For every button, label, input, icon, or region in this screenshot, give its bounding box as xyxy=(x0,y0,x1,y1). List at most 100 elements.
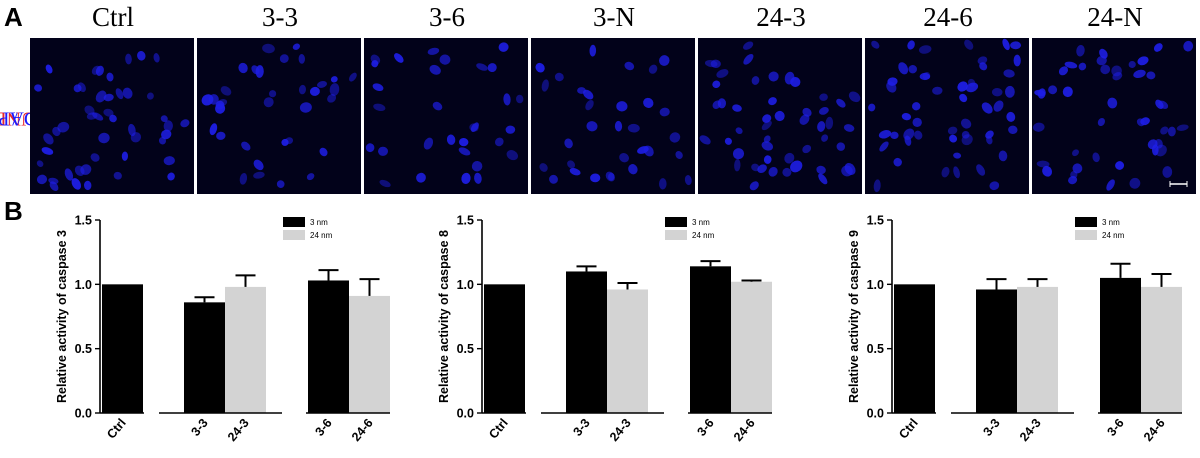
nucleus xyxy=(914,130,923,140)
nucleus xyxy=(36,174,48,185)
nucleus xyxy=(103,93,114,102)
nucleus xyxy=(768,71,779,82)
y-tick-label: 0.0 xyxy=(75,407,92,421)
nucleus xyxy=(446,134,456,145)
nucleus xyxy=(276,180,285,188)
nucleus xyxy=(1004,85,1015,98)
nucleus xyxy=(757,164,767,173)
nucleus xyxy=(80,164,92,175)
nucleus xyxy=(782,167,792,177)
micrograph xyxy=(865,38,1029,194)
nucleus xyxy=(216,131,226,140)
nucleus xyxy=(751,163,760,172)
x-tick-label: 24-6 xyxy=(731,416,758,444)
nucleus xyxy=(554,72,564,82)
legend-label: 24 nm xyxy=(1102,231,1125,240)
micrograph xyxy=(1032,38,1196,194)
nucleus xyxy=(821,134,829,142)
nucleus xyxy=(319,147,328,157)
nucleus xyxy=(373,103,386,111)
nucleus xyxy=(960,118,972,129)
nucleus xyxy=(474,172,482,184)
nucleus xyxy=(1153,43,1163,52)
nucleus xyxy=(427,47,440,55)
nucleus xyxy=(349,72,357,82)
nucleus xyxy=(153,53,160,63)
nucleus xyxy=(659,107,670,117)
nucleus xyxy=(893,157,902,167)
nucleus xyxy=(1136,118,1145,127)
x-tick-label: Ctrl xyxy=(104,416,129,441)
nucleus xyxy=(1158,100,1169,109)
nucleus xyxy=(648,64,658,74)
nucleus xyxy=(1111,65,1122,77)
micrograph xyxy=(531,38,695,194)
nucleus xyxy=(371,60,379,68)
legend-swatch xyxy=(283,217,305,227)
micrograph-label: 24-3 xyxy=(756,2,806,32)
nucleus xyxy=(586,121,598,132)
nucleus xyxy=(912,117,922,128)
bar xyxy=(690,266,731,413)
micrograph-label: 3-3 xyxy=(262,2,298,32)
nucleus xyxy=(564,138,573,149)
y-axis-label: Relative activity of caspase 9 xyxy=(847,230,861,403)
nucleus xyxy=(1048,85,1058,95)
nucleus xyxy=(1034,89,1046,97)
nucleus xyxy=(976,164,986,176)
nucleus xyxy=(658,178,667,190)
nucleus xyxy=(825,116,834,130)
nucleus xyxy=(84,105,95,115)
nucleus xyxy=(306,173,315,181)
nucleus xyxy=(515,94,524,104)
nucleus xyxy=(378,146,388,156)
y-tick-label: 1.0 xyxy=(867,278,884,292)
nucleus xyxy=(1064,61,1078,69)
bar xyxy=(894,284,935,413)
nucleus xyxy=(712,100,722,109)
nucleus xyxy=(848,91,861,103)
nucleus xyxy=(669,132,681,143)
nucleus xyxy=(41,147,54,155)
nucleus xyxy=(868,103,876,112)
nucleus xyxy=(1042,165,1053,177)
y-axis-label: Relative activity of caspase 8 xyxy=(437,230,451,403)
y-tick-label: 1.0 xyxy=(457,278,474,292)
nucleus xyxy=(724,137,732,145)
nucleus xyxy=(1072,149,1079,157)
y-tick-label: 1.0 xyxy=(75,278,92,292)
nucleus xyxy=(137,51,146,61)
nucleus xyxy=(802,144,812,154)
nucleus xyxy=(122,87,133,99)
nucleus xyxy=(1128,60,1136,69)
nucleus xyxy=(643,97,654,108)
nucleus xyxy=(1129,177,1141,189)
nucleus xyxy=(1146,71,1156,80)
nucleus xyxy=(263,97,274,108)
nucleus xyxy=(904,135,912,146)
nucleus xyxy=(98,132,110,144)
legend-label: 24 nm xyxy=(310,231,333,240)
nucleus xyxy=(932,86,943,95)
y-tick-label: 0.0 xyxy=(457,407,474,421)
nucleus xyxy=(253,159,264,171)
nucleus xyxy=(549,174,558,184)
micrograph xyxy=(197,38,361,194)
nucleus xyxy=(160,115,168,123)
nucleus xyxy=(158,136,167,145)
nucleus xyxy=(583,89,594,100)
nucleus xyxy=(964,39,974,50)
nucleus xyxy=(146,92,154,100)
bar xyxy=(976,289,1017,413)
nucleus xyxy=(503,93,511,106)
legend-swatch xyxy=(283,230,305,240)
nucleus xyxy=(90,153,100,162)
nucleus xyxy=(774,110,785,122)
nucleus xyxy=(429,64,441,75)
nucleus xyxy=(1147,139,1158,150)
nucleus xyxy=(751,76,760,85)
nucleus xyxy=(1137,56,1149,66)
nucleus xyxy=(735,127,743,135)
nucleus xyxy=(628,164,638,175)
bar xyxy=(484,284,525,413)
